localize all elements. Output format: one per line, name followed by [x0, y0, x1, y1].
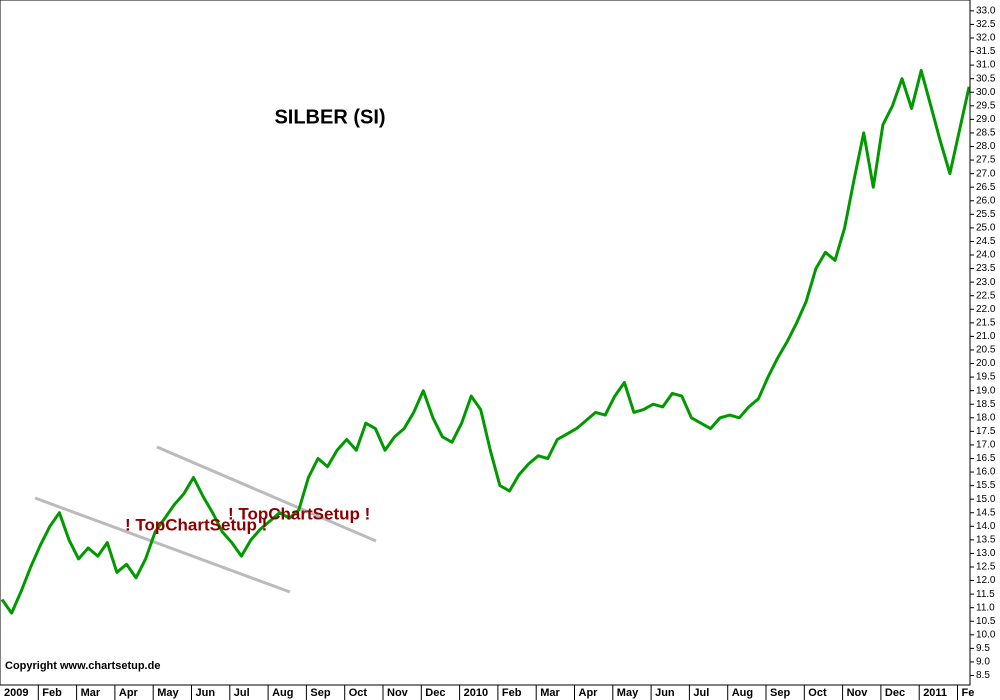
y-tick-label: 24.5: [976, 236, 996, 247]
marks: [0, 69, 971, 615]
y-tick-label: 16.5: [976, 453, 996, 464]
y-tick-label: 25.0: [976, 223, 996, 234]
y-tick-label: 20.0: [976, 358, 996, 369]
x-tick-label: Oct: [808, 687, 827, 699]
y-tick-label: 8.5: [976, 670, 990, 681]
price-line: [0, 69, 971, 615]
y-tick-label: 16.0: [976, 467, 996, 478]
y-tick-label: 33.0: [976, 5, 996, 16]
y-tick-label: 20.5: [976, 345, 996, 356]
y-tick-label: 32.0: [976, 33, 996, 44]
x-tick-label: 2011: [923, 687, 947, 699]
y-tick-label: 25.5: [976, 209, 996, 220]
x-tick-label: Feb: [42, 687, 62, 699]
y-tick-label: 28.0: [976, 141, 996, 152]
x-tick-label: Jul: [234, 687, 250, 699]
channel-line: [156, 445, 377, 543]
y-tick-label: 27.5: [976, 155, 996, 166]
y-tick-label: 21.5: [976, 317, 996, 328]
y-tick-label: 18.5: [976, 399, 996, 410]
y-tick-label: 15.0: [976, 494, 996, 505]
x-tick-label: Jun: [196, 687, 216, 699]
x-tick-label: May: [157, 687, 179, 699]
x-tick-label: Dec: [425, 687, 445, 699]
x-tick-label: Oct: [349, 687, 368, 699]
chart-title: SILBER (SI): [274, 106, 385, 128]
y-tick-label: 32.5: [976, 19, 996, 30]
plot-area: [0, 0, 971, 686]
y-tick-label: 29.0: [976, 114, 996, 125]
x-tick-label: Mar: [540, 687, 560, 699]
y-tick-label: 9.0: [976, 657, 990, 668]
x-tick-label: 2010: [464, 687, 488, 699]
annotation: ! TopChartSetup !: [228, 504, 370, 523]
x-tick-label: Apr: [119, 687, 139, 699]
y-tick-label: 10.0: [976, 629, 996, 640]
x-tick-label: Dec: [885, 687, 905, 699]
x-tick-label: Sep: [770, 687, 790, 699]
y-tick-label: 27.0: [976, 168, 996, 179]
x-tick-label: Sep: [310, 687, 330, 699]
y-tick-label: 28.5: [976, 128, 996, 139]
y-tick-label: 9.5: [976, 643, 990, 654]
x-tick-label: Jul: [693, 687, 709, 699]
y-tick-label: 10.5: [976, 616, 996, 627]
x-tick-label: 2009: [4, 687, 28, 699]
x-tick-label: May: [617, 687, 639, 699]
y-tick-label: 26.5: [976, 182, 996, 193]
annotation: ! TopChartSetup !: [125, 515, 267, 534]
y-tick-label: 14.0: [976, 521, 996, 532]
y-tick-label: 26.0: [976, 195, 996, 206]
x-tick-label: Jun: [655, 687, 675, 699]
y-tick-label: 11.0: [976, 602, 995, 613]
y-tick-label: 22.5: [976, 290, 996, 301]
x-tick-label: Feb: [502, 687, 522, 699]
y-tick-label: 31.5: [976, 46, 996, 57]
y-tick-label: 24.0: [976, 250, 996, 261]
y-tick-label: 30.0: [976, 87, 996, 98]
x-tick-label: Apr: [579, 687, 599, 699]
y-tick-label: 18.0: [976, 412, 996, 423]
y-tick-label: 15.5: [976, 480, 996, 491]
y-tick-label: 12.5: [976, 562, 996, 573]
channel-line: [34, 496, 291, 594]
x-tick-label: Aug: [272, 687, 293, 699]
y-tick-label: 17.0: [976, 440, 996, 451]
x-tick-label: Fe: [962, 687, 975, 699]
y-tick-label: 19.5: [976, 372, 996, 383]
x-tick-label: Aug: [732, 687, 753, 699]
y-tick-label: 12.0: [976, 575, 996, 586]
x-tick-label: Mar: [81, 687, 101, 699]
y-tick-label: 31.0: [976, 60, 996, 71]
x-tick-label: Nov: [847, 687, 869, 699]
x-tick-label: Nov: [387, 687, 409, 699]
y-tick-label: 23.0: [976, 277, 996, 288]
y-tick-label: 17.5: [976, 426, 996, 437]
y-tick-label: 29.5: [976, 100, 996, 111]
y-tick-label: 22.0: [976, 304, 996, 315]
y-tick-label: 30.5: [976, 73, 996, 84]
y-tick-label: 23.5: [976, 263, 996, 274]
y-tick-label: 19.0: [976, 385, 996, 396]
y-tick-label: 13.0: [976, 548, 996, 559]
y-tick-label: 21.0: [976, 331, 996, 342]
y-tick-label: 11.5: [976, 589, 995, 600]
y-tick-label: 13.5: [976, 535, 996, 546]
y-tick-label: 14.5: [976, 507, 996, 518]
copyright: Copyright www.chartsetup.de: [5, 660, 160, 672]
